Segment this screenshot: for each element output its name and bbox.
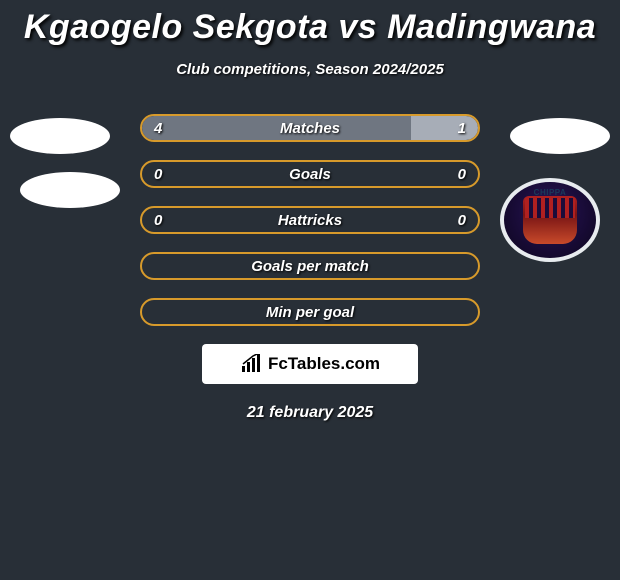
date-text: 21 february 2025 — [0, 404, 620, 422]
attribution-text: FcTables.com — [268, 354, 380, 374]
bar-label: Hattricks — [142, 212, 478, 229]
page-title: Kgaogelo Sekgota vs Madingwana — [0, 0, 620, 47]
club-badge-right: CHIPPA — [500, 178, 600, 262]
player-right-avatar-1 — [510, 118, 610, 154]
bar-value-right: 1 — [458, 120, 466, 137]
bar-value-right: 0 — [458, 166, 466, 183]
bar-row: Min per goal — [140, 298, 480, 326]
bar-label: Goals per match — [142, 258, 478, 275]
bar-row: 0Hattricks0 — [140, 206, 480, 234]
bar-row: Goals per match — [140, 252, 480, 280]
badge-shield-icon — [523, 196, 577, 244]
bar-label: Matches — [142, 120, 478, 137]
bar-label: Min per goal — [142, 304, 478, 321]
player-left-avatar-1 — [10, 118, 110, 154]
subtitle: Club competitions, Season 2024/2025 — [0, 61, 620, 78]
player-left-avatar-2 — [20, 172, 120, 208]
bar-row: 0Goals0 — [140, 160, 480, 188]
bar-label: Goals — [142, 166, 478, 183]
chart-icon — [240, 354, 264, 374]
bar-value-right: 0 — [458, 212, 466, 229]
attribution-box: FcTables.com — [202, 344, 418, 384]
bar-row: 4Matches1 — [140, 114, 480, 142]
